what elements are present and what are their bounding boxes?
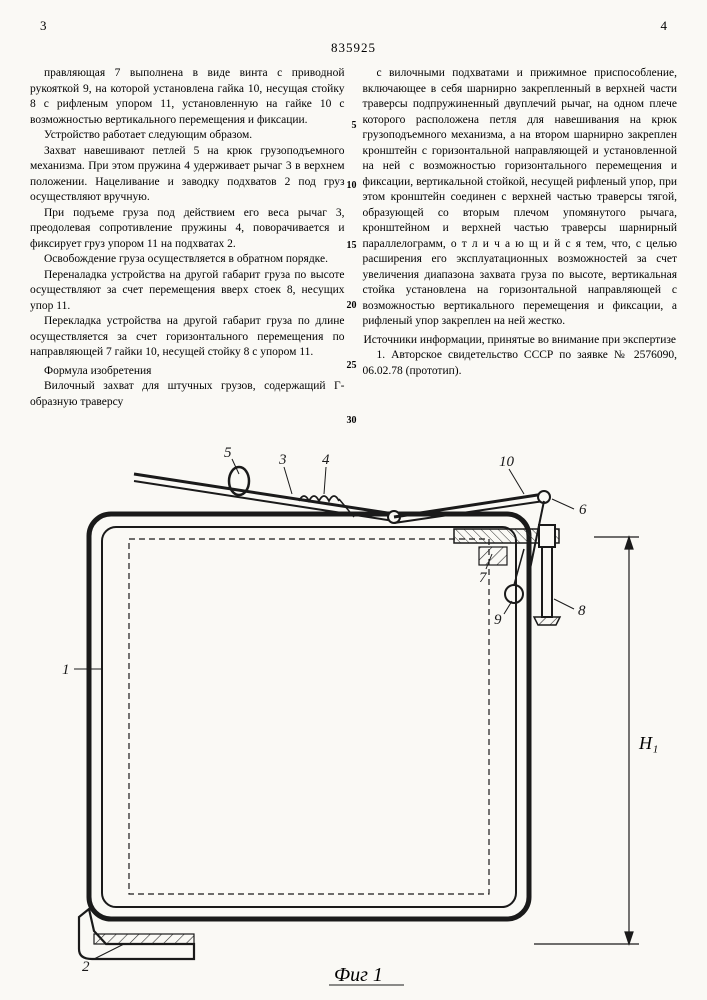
para: Вилочный захват для штучных грузов, соде… xyxy=(30,379,345,410)
document-number: 835925 xyxy=(30,40,677,56)
para: Устройство работает следующим образом. xyxy=(30,128,345,144)
line-numbers: 30 xyxy=(347,416,357,426)
top-mechanism xyxy=(134,467,560,625)
para: с вилочными подхватами и прижимное присп… xyxy=(363,66,678,330)
dim-label: H₁ xyxy=(638,733,658,753)
para: Освобождение груза осуществляется в обра… xyxy=(30,252,345,268)
formula-title: Формула изобретения xyxy=(30,364,345,380)
para: Захват навешивают петлей 5 на крюк грузо… xyxy=(30,144,345,206)
para: 1. Авторское свидетельство СССР по заявк… xyxy=(363,348,678,379)
svg-text:1: 1 xyxy=(62,662,70,678)
svg-text:4: 4 xyxy=(322,452,330,468)
svg-text:7: 7 xyxy=(479,570,488,586)
figure-svg: H₁ 1 2 5 3 4 10 xyxy=(34,439,674,989)
page-num-right: 4 xyxy=(661,18,668,34)
figure-1: H₁ 1 2 5 3 4 10 xyxy=(34,439,674,989)
svg-text:8: 8 xyxy=(578,603,586,619)
para: Переналадка устройства на другой габарит… xyxy=(30,268,345,315)
svg-text:10: 10 xyxy=(499,454,515,470)
load-body xyxy=(89,514,529,919)
svg-text:3: 3 xyxy=(278,452,287,468)
line-numbers: 20 xyxy=(347,301,357,311)
line-numbers: 10 xyxy=(347,181,357,191)
left-column: правляющая 7 выполнена в виде винта с пр… xyxy=(30,66,345,431)
para: Перекладка устройства на другой габарит … xyxy=(30,314,345,361)
sources-title: Источники информации, принятые во вниман… xyxy=(363,333,678,349)
svg-text:5: 5 xyxy=(224,445,232,461)
right-column: с вилочными подхватами и прижимное присп… xyxy=(363,66,678,431)
line-numbers: 5 xyxy=(352,121,357,131)
line-numbers: 25 xyxy=(347,361,357,371)
para: правляющая 7 выполнена в виде винта с пр… xyxy=(30,66,345,128)
page-num-left: 3 xyxy=(40,18,47,34)
svg-text:9: 9 xyxy=(494,612,502,628)
svg-text:2: 2 xyxy=(82,959,90,975)
figure-caption: Фиг 1 xyxy=(334,964,383,986)
text-columns: правляющая 7 выполнена в виде винта с пр… xyxy=(30,66,677,431)
svg-text:6: 6 xyxy=(579,502,587,518)
para: При подъеме груза под действием его веса… xyxy=(30,206,345,253)
callouts: 1 2 5 3 4 10 6 7 xyxy=(62,445,587,975)
line-numbers: 15 xyxy=(347,241,357,251)
